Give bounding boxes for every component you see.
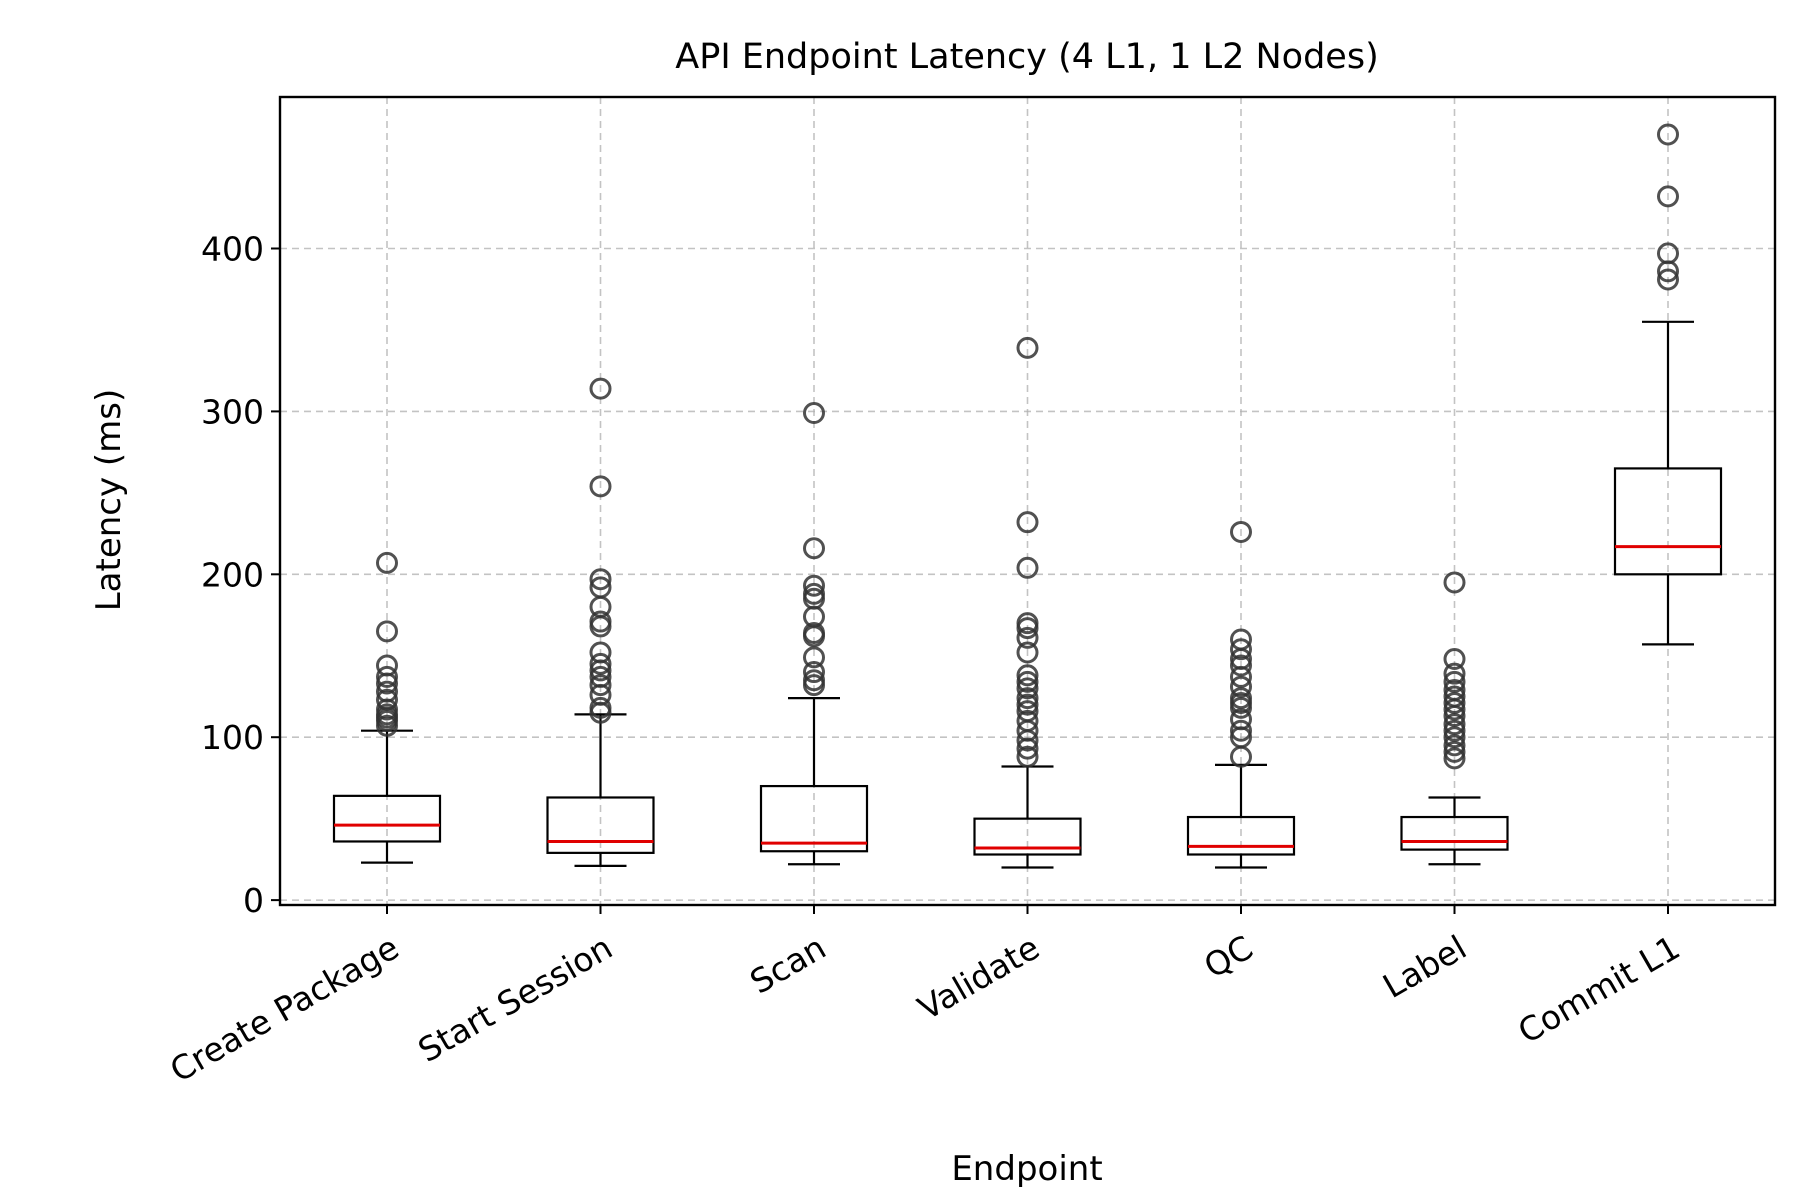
outlier-point: [376, 688, 398, 711]
y-tick-label: 400: [201, 230, 264, 269]
outlier-point: [803, 537, 825, 560]
outlier-point: [1230, 638, 1252, 661]
iqr-box: [1613, 467, 1723, 576]
outlier-point: [1016, 677, 1039, 700]
outlier-point: [1443, 747, 1466, 770]
outlier-point: [1443, 571, 1466, 594]
outlier-point: [1230, 520, 1252, 543]
outlier-point: [803, 574, 825, 597]
iqr-box: [973, 817, 1082, 856]
y-tick-label: 100: [201, 718, 264, 757]
outlier-point: [1443, 678, 1466, 701]
outlier-point: [1443, 726, 1466, 749]
outlier-point: [589, 610, 612, 633]
outlier-point: [1016, 664, 1039, 687]
outlier-point: [1443, 719, 1466, 742]
outlier-point: [1443, 648, 1466, 671]
x-tick-label: QC: [1197, 928, 1259, 986]
outlier-point: [1016, 687, 1039, 710]
outlier-point: [1016, 700, 1039, 723]
outlier-point: [589, 475, 612, 498]
outlier-point: [1016, 626, 1039, 649]
outlier-point: [589, 696, 612, 719]
box-group: [546, 377, 655, 868]
iqr-box: [332, 794, 442, 843]
outlier-point: [1016, 670, 1039, 693]
y-tick-label: 200: [201, 555, 264, 594]
outlier-point: [376, 620, 398, 643]
x-axis-label: Endpoint: [951, 1149, 1102, 1189]
x-tick-label: Commit L1: [1511, 928, 1686, 1052]
outlier-point: [1443, 662, 1466, 685]
outlier-point: [1230, 675, 1252, 698]
outlier-point: [1230, 708, 1252, 731]
box-group: [759, 402, 869, 866]
box-group: [1613, 123, 1723, 646]
iqr-box: [546, 796, 655, 854]
y-axis-label: Latency (ms): [89, 389, 129, 612]
outlier-point: [1657, 123, 1679, 146]
chart-title: API Endpoint Latency (4 L1, 1 L2 Nodes): [675, 37, 1378, 77]
axis-layer: 0 100 200 300 400 Create Package Start Session…: [163, 230, 1686, 1090]
outlier-point: [803, 669, 825, 692]
iqr-box: [1400, 815, 1509, 851]
box-group: [1400, 571, 1509, 866]
iqr-box: [759, 784, 869, 853]
outlier-point: [1016, 511, 1039, 534]
outlier-point: [1657, 242, 1679, 265]
outlier-point: [376, 551, 398, 574]
outlier-point: [589, 652, 612, 675]
box-group: [1186, 520, 1296, 869]
outlier-point: [1657, 268, 1679, 291]
outlier-point: [589, 665, 612, 688]
outlier-point: [589, 377, 612, 400]
iqr-box: [1186, 815, 1296, 856]
outlier-point: [376, 665, 398, 688]
x-tick-label: Start Session: [411, 928, 618, 1070]
plot-layer: [332, 123, 1723, 869]
outlier-point: [376, 680, 398, 703]
outlier-point: [589, 576, 612, 599]
y-tick-label: 300: [201, 392, 264, 431]
x-tick-label: Label: [1376, 928, 1473, 1006]
outlier-point: [1016, 336, 1039, 359]
outlier-point: [1443, 685, 1466, 708]
x-tick-label: Create Package: [163, 928, 405, 1090]
outlier-point: [589, 641, 612, 664]
outlier-point: [1443, 692, 1466, 714]
box-group: [973, 336, 1082, 869]
x-tick-label: Scan: [743, 928, 832, 1002]
outlier-point: [589, 674, 612, 697]
outlier-point: [803, 661, 825, 684]
outlier-point: [803, 621, 825, 644]
outlier-point: [1016, 556, 1039, 579]
outlier-point: [1230, 719, 1252, 742]
outlier-point: [1443, 713, 1466, 736]
outlier-point: [1443, 740, 1466, 763]
outlier-point: [803, 402, 825, 425]
outlier-point: [1016, 693, 1039, 716]
outlier-point: [1230, 687, 1252, 710]
outlier-point: [1443, 734, 1466, 757]
outlier-point: [1016, 709, 1039, 732]
outlier-point: [1657, 185, 1679, 208]
outlier-point: [803, 646, 825, 669]
outlier-point: [589, 568, 612, 591]
box-group: [332, 551, 442, 864]
outlier-point: [1016, 745, 1039, 768]
x-tick-label: Validate: [911, 928, 1046, 1028]
outlier-point: [1230, 654, 1252, 677]
outlier-point: [1443, 670, 1466, 693]
outlier-point: [1016, 612, 1039, 635]
outlier-point: [1230, 628, 1252, 651]
outlier-point: [803, 582, 825, 605]
outlier-point: [376, 654, 398, 677]
outlier-point: [1016, 641, 1039, 664]
y-tick-label: 0: [243, 881, 264, 920]
